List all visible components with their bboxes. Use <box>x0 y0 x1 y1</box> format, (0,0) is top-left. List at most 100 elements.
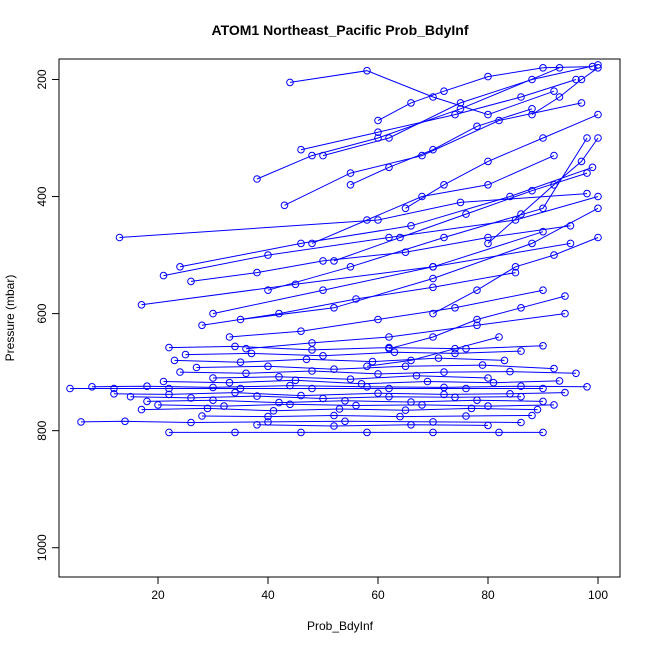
data-point <box>440 390 448 399</box>
data-point <box>374 116 382 125</box>
series-line <box>388 295 566 350</box>
data-point <box>517 347 525 355</box>
data-point <box>478 361 487 369</box>
data-point <box>291 280 300 289</box>
series-line <box>174 357 505 363</box>
data-point <box>533 405 542 414</box>
data-point <box>368 357 377 366</box>
data-point <box>187 394 195 402</box>
data-point <box>286 381 294 390</box>
data-point <box>231 342 239 351</box>
series-line <box>168 345 544 351</box>
data-point <box>550 87 558 95</box>
data-point <box>390 348 399 357</box>
data-point <box>286 400 294 409</box>
series-37 <box>165 428 547 437</box>
series-line <box>366 336 500 367</box>
series-28 <box>66 384 547 393</box>
data-point <box>577 157 586 166</box>
data-point <box>154 401 162 409</box>
data-point <box>297 428 305 437</box>
series-10 <box>319 61 602 160</box>
data-point <box>517 93 525 101</box>
data-point <box>66 384 74 393</box>
data-point <box>440 368 448 376</box>
y-tick-label: 200 <box>35 69 49 89</box>
data-point <box>275 309 283 318</box>
series-38 <box>253 421 492 430</box>
series-line <box>300 79 577 151</box>
series-35 <box>77 417 525 427</box>
data-point <box>385 233 393 242</box>
series-33 <box>154 400 558 410</box>
data-point <box>253 268 261 277</box>
data-point <box>159 271 168 280</box>
series-line <box>256 67 560 180</box>
data-point <box>539 227 547 236</box>
chart-title: ATOM1 Northeast_Pacific Prob_BdyInf <box>212 22 469 38</box>
series-line <box>157 403 555 407</box>
data-point <box>506 192 514 201</box>
series-39 <box>385 292 569 353</box>
series-29 <box>88 381 591 392</box>
data-point <box>429 309 437 318</box>
series-line <box>256 424 489 427</box>
data-point <box>539 384 547 393</box>
series-25 <box>176 367 580 378</box>
data-point <box>528 110 536 119</box>
series-36 <box>198 411 536 421</box>
data-point <box>484 157 492 166</box>
data-point <box>231 388 239 397</box>
data-point <box>385 384 393 393</box>
data-point <box>423 377 432 386</box>
data-point <box>181 350 190 359</box>
series-11 <box>286 66 558 119</box>
data-point <box>561 292 569 300</box>
data-point <box>297 391 305 400</box>
data-point <box>550 181 558 189</box>
data-point <box>187 418 195 427</box>
data-point <box>473 315 481 324</box>
data-point <box>330 411 338 420</box>
data-point <box>467 404 476 413</box>
series-13 <box>346 105 536 189</box>
data-point <box>253 421 261 429</box>
series-line <box>130 395 522 400</box>
data-point <box>473 122 481 131</box>
data-point <box>451 349 459 358</box>
data-point <box>225 333 234 341</box>
data-point <box>165 343 173 352</box>
data-point <box>253 392 261 400</box>
data-point <box>280 201 289 210</box>
data-point <box>473 286 481 295</box>
data-point <box>456 198 465 207</box>
data-point <box>319 286 327 295</box>
series-line <box>141 242 571 306</box>
x-tick-label: 40 <box>261 588 275 602</box>
data-point <box>440 233 448 242</box>
data-point <box>528 186 536 195</box>
data-point <box>577 99 586 107</box>
data-point <box>555 377 564 385</box>
data-point <box>561 388 569 397</box>
series-line <box>284 102 582 206</box>
data-point <box>88 383 96 391</box>
data-point <box>429 263 437 271</box>
data-point <box>429 93 437 101</box>
series-line <box>531 67 599 116</box>
data-point <box>550 151 558 160</box>
data-point <box>539 428 547 437</box>
y-tick-label: 800 <box>35 420 49 440</box>
series-23 <box>170 354 509 367</box>
data-point <box>352 295 360 303</box>
series-line <box>311 155 555 244</box>
data-point <box>302 355 311 364</box>
series-15 <box>308 151 558 248</box>
data-point <box>539 134 547 142</box>
series-line <box>240 207 599 320</box>
series-17 <box>187 222 575 286</box>
data-point <box>396 412 404 421</box>
data-point <box>566 222 575 230</box>
data-point <box>594 192 602 201</box>
data-point <box>528 105 536 113</box>
